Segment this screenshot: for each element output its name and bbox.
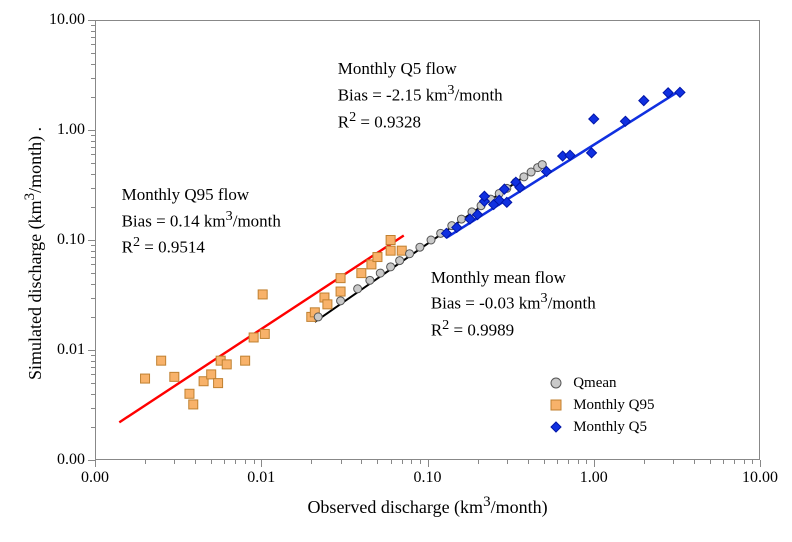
point-q95 xyxy=(336,287,345,296)
y-tick-label: 0.01 xyxy=(40,341,85,359)
point-q95 xyxy=(157,356,166,365)
point-qmean xyxy=(406,250,414,258)
legend: Qmean Monthly Q95 Monthly Q5 xyxy=(547,372,654,438)
point-qmean xyxy=(427,236,435,244)
point-qmean xyxy=(337,297,345,305)
point-qmean xyxy=(520,173,528,181)
point-q95 xyxy=(323,300,332,309)
x-tick-label: 1.00 xyxy=(580,469,608,487)
point-q95 xyxy=(373,253,382,262)
point-qmean xyxy=(376,269,384,277)
y-tick-label: 1.00 xyxy=(40,121,85,139)
point-q95 xyxy=(170,372,179,381)
legend-item-qmean: Qmean xyxy=(547,372,654,394)
point-q95 xyxy=(189,400,198,409)
ann-q95: Monthly Q95 flowBias = 0.14 km3/monthR2 … xyxy=(122,183,281,260)
point-q5 xyxy=(639,96,649,106)
x-tick-label: 0.01 xyxy=(247,469,275,487)
point-q95 xyxy=(357,269,366,278)
point-q95 xyxy=(207,370,216,379)
point-q95 xyxy=(185,389,194,398)
legend-item-q5: Monthly Q5 xyxy=(547,416,654,438)
y-tick-label: 0.10 xyxy=(40,231,85,249)
legend-label: Monthly Q5 xyxy=(573,419,647,436)
legend-item-q95: Monthly Q95 xyxy=(547,394,654,416)
ann-q5: Monthly Q5 flowBias = -2.15 km3/monthR2 … xyxy=(338,57,503,134)
legend-swatch-q95-icon xyxy=(547,398,565,412)
scatter-chart: Observed discharge (km3/month) Simulated… xyxy=(0,0,792,542)
point-q95 xyxy=(386,236,395,245)
x-axis-label: Observed discharge (km3/month) xyxy=(95,494,760,518)
point-q95 xyxy=(260,329,269,338)
point-q95 xyxy=(386,246,395,255)
point-q95 xyxy=(214,379,223,388)
point-qmean xyxy=(366,276,374,284)
point-q95 xyxy=(397,246,406,255)
point-q95 xyxy=(258,290,267,299)
point-q95 xyxy=(141,374,150,383)
legend-swatch-qmean-icon xyxy=(547,376,565,390)
point-qmean xyxy=(354,285,362,293)
fit-line-q95 xyxy=(119,235,403,422)
point-q5 xyxy=(620,116,630,126)
point-qmean xyxy=(387,263,395,271)
point-qmean xyxy=(396,257,404,265)
legend-label: Monthly Q95 xyxy=(573,397,654,414)
x-tick-label: 0.00 xyxy=(81,469,109,487)
y-tick-label: 10.00 xyxy=(40,11,85,29)
y-tick-label: 0.00 xyxy=(40,451,85,469)
point-q95 xyxy=(249,333,258,342)
point-qmean xyxy=(416,243,424,251)
x-tick-label: 10.00 xyxy=(742,469,778,487)
point-q5 xyxy=(675,87,685,97)
legend-swatch-q5-icon xyxy=(547,420,565,434)
ann-mean: Monthly mean flowBias = -0.03 km3/monthR… xyxy=(431,266,596,343)
point-q95 xyxy=(336,274,345,283)
point-q5 xyxy=(589,114,599,124)
point-qmean xyxy=(314,313,322,321)
legend-label: Qmean xyxy=(573,375,616,392)
x-tick-label: 0.10 xyxy=(414,469,442,487)
point-q95 xyxy=(241,356,250,365)
point-q95 xyxy=(222,360,231,369)
